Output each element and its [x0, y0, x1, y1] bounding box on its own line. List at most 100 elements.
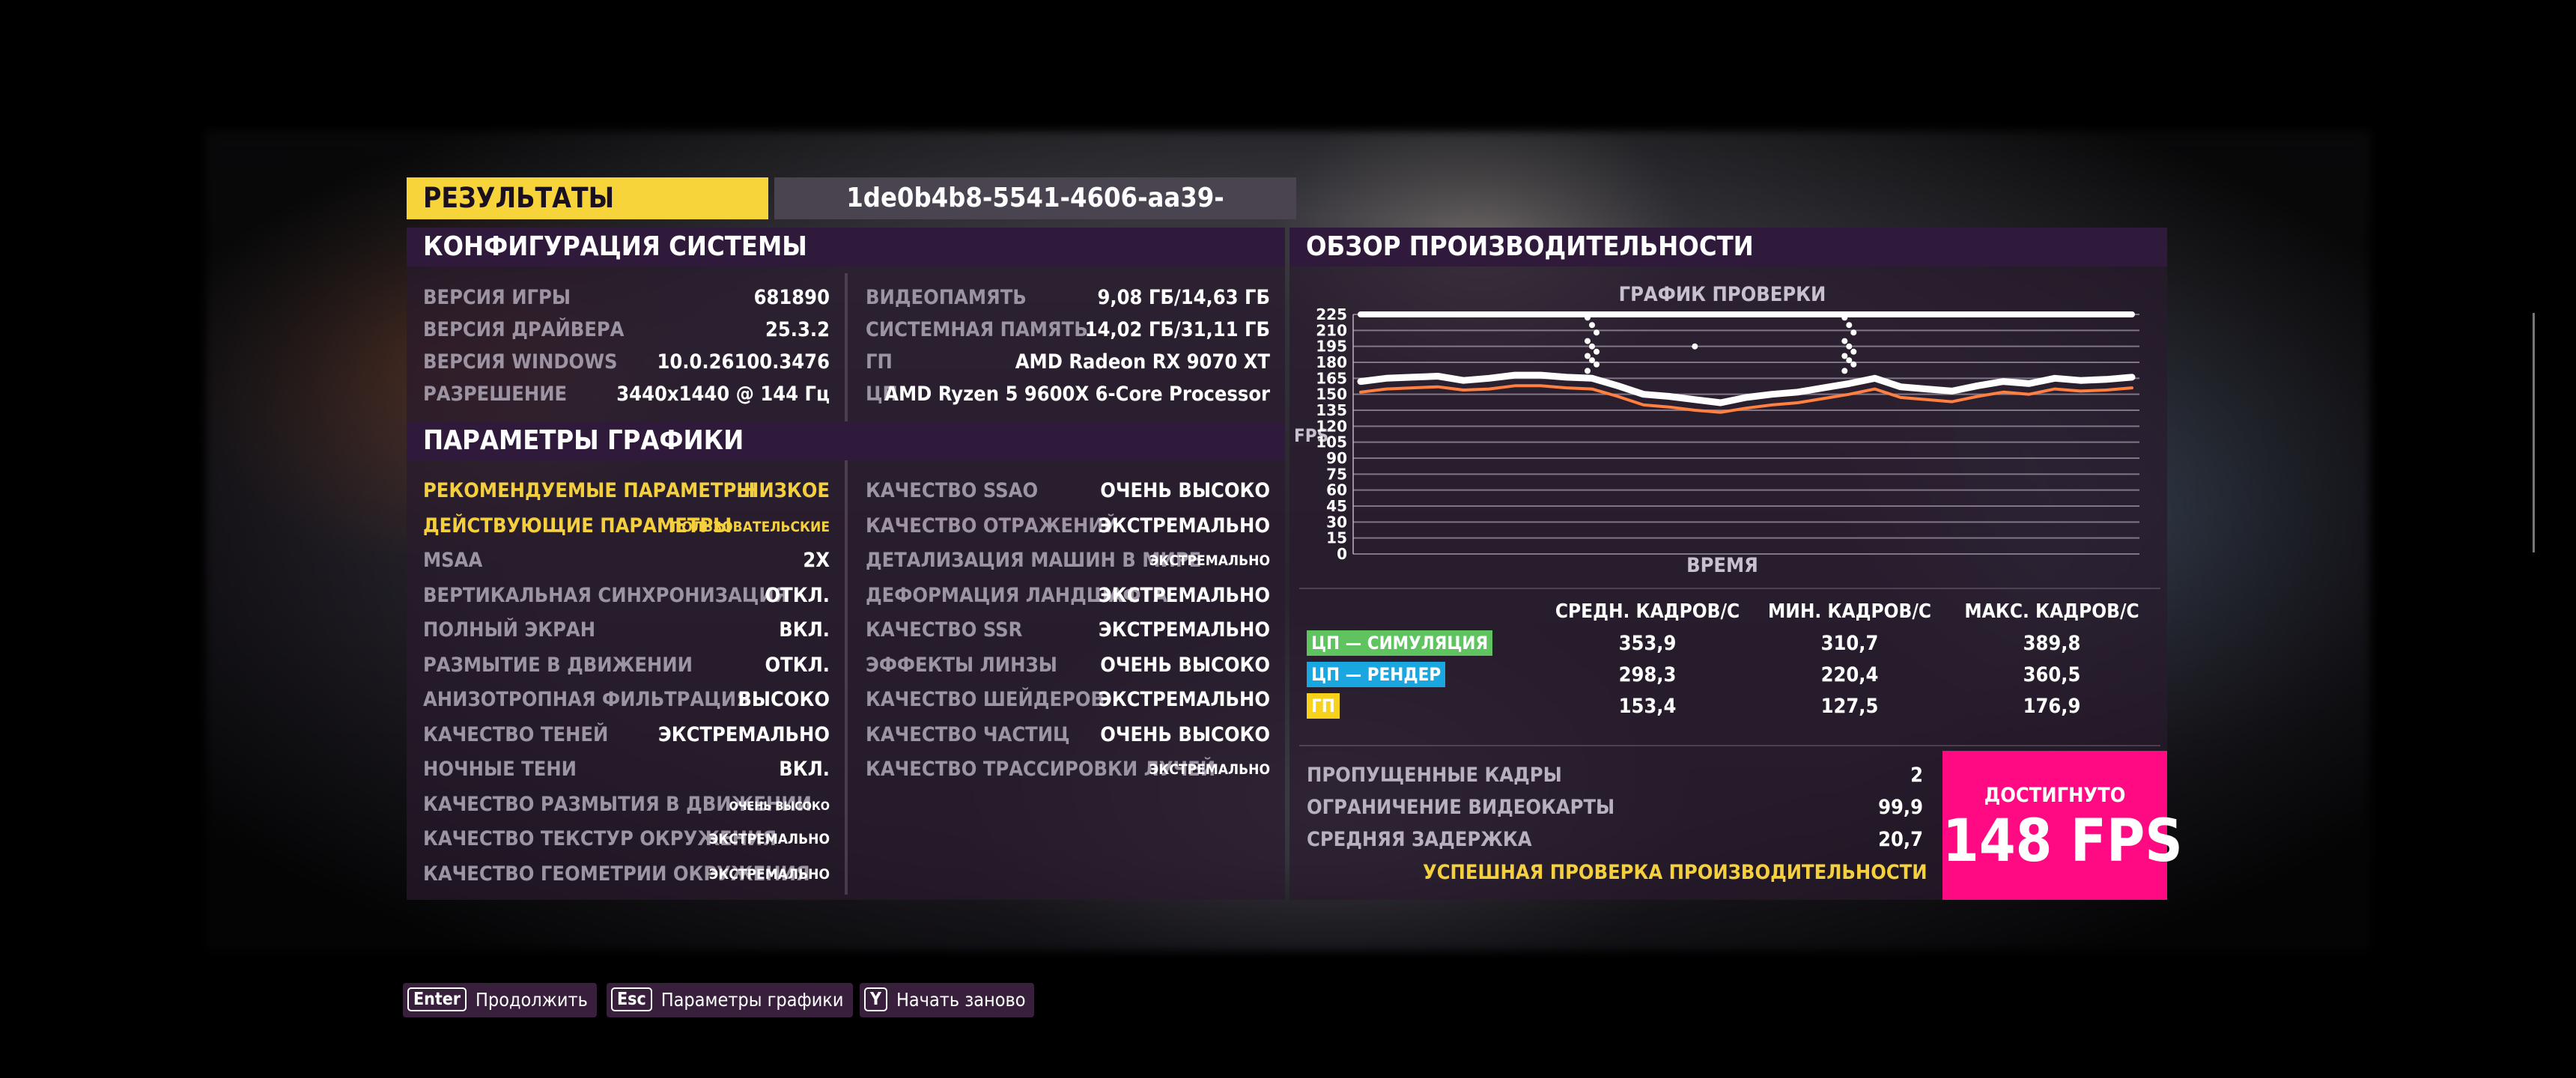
- restart-label: Начать заново: [896, 989, 1026, 1011]
- setting-label: КАЧЕСТВО РАЗМЫТИЯ В ДВИЖЕНИИ: [423, 792, 812, 816]
- y-tick-label: 0: [1337, 545, 1347, 561]
- system-label: СИСТЕМНАЯ ПАМЯТЬ: [866, 318, 1088, 341]
- setting-label: ВЕРТИКАЛЬНАЯ СИНХРОНИЗАЦИЯ: [423, 583, 789, 607]
- setting-label: КАЧЕСТВО ТРАССИРОВКИ ЛУЧЕЙ: [866, 758, 1216, 781]
- series-tag: ЦП — СИМУЛЯЦИЯ: [1307, 630, 1493, 656]
- system-label: ВЕРСИЯ WINDOWS: [423, 350, 618, 374]
- system-label: РАЗРЕШЕНИЕ: [423, 383, 568, 406]
- series-line: [1359, 384, 2133, 414]
- spike-point: [1846, 322, 1853, 329]
- setting-label: КАЧЕСТВО ШЕЙДЕРОВ: [866, 688, 1105, 711]
- y-tick-label: 30: [1326, 513, 1347, 531]
- y-tick-label: 90: [1326, 449, 1347, 467]
- spike-point: [1589, 357, 1595, 364]
- graphics-header: ПАРАМЕТРЫ ГРАФИКИ: [407, 421, 1285, 460]
- y-tick-label: 150: [1316, 386, 1347, 404]
- setting-value: ЭКСТРЕМАЛЬНО: [708, 831, 830, 847]
- graphics-settings-label: Параметры графики: [660, 989, 844, 1011]
- series-line: [1357, 371, 2136, 406]
- setting-label: КАЧЕСТВО ЧАСТИЦ: [866, 722, 1070, 746]
- spike-point: [1850, 348, 1857, 355]
- table-cell: 310,7: [1820, 632, 1879, 655]
- restart-hint[interactable]: Y Начать заново: [860, 983, 1035, 1017]
- setting-label: ПОЛНЫЙ ЭКРАН: [423, 618, 596, 642]
- achieved-box: ДОСТИГНУТО 148 FPS: [1942, 751, 2183, 900]
- setting-label: КАЧЕСТВО ТЕКСТУР ОКРУЖЕНИЯ: [423, 827, 777, 850]
- scrollbar[interactable]: [2533, 313, 2535, 552]
- spike-point: [1594, 348, 1600, 355]
- setting-value: ВКЛ.: [779, 758, 830, 781]
- system-config-header: КОНФИГУРАЦИЯ СИСТЕМЫ: [407, 228, 1285, 267]
- system-value: 14,02 ГБ/31,11 ГБ: [1084, 318, 1270, 341]
- performance-header: ОБЗОР ПРОИЗВОДИТЕЛЬНОСТИ: [1289, 228, 2167, 267]
- setting-label: ДЕЙСТВУЮЩИЕ ПАРАМЕТРЫ: [423, 514, 732, 538]
- continue-hint[interactable]: Enter Продолжить: [403, 983, 597, 1017]
- table-cell: 220,4: [1820, 663, 1879, 686]
- success-text: УСПЕШНАЯ ПРОВЕРКА ПРОИЗВОДИТЕЛЬНОСТИ: [1423, 861, 1928, 884]
- table-cell: 389,8: [2023, 632, 2081, 655]
- setting-value: ЭКСТРЕМАЛЬНО: [1098, 514, 1270, 538]
- setting-value: ОТКЛ.: [765, 653, 830, 677]
- table-cell: 298,3: [1618, 663, 1677, 686]
- stat-label: СРЕДНЯЯ ЗАДЕРЖКА: [1307, 828, 1532, 851]
- y-tick-label: 225: [1316, 305, 1347, 323]
- y-tick-label: 180: [1316, 353, 1347, 371]
- graphics-settings-hint[interactable]: Esc Параметры графики: [607, 983, 853, 1017]
- table-header: СРЕДН. КАДРОВ/С: [1555, 600, 1740, 623]
- setting-label: ДЕТАЛИЗАЦИЯ МАШИН В МИРЕ: [866, 549, 1202, 572]
- system-panel: [407, 228, 1285, 900]
- setting-value: ЭКСТРЕМАЛЬНО: [1098, 688, 1270, 711]
- stat-label: ПРОПУЩЕННЫЕ КАДРЫ: [1307, 764, 1562, 787]
- esc-key: Esc: [611, 987, 652, 1011]
- system-value: 3440x1440 @ 144 Гц: [616, 383, 830, 406]
- y-tick-label: 60: [1326, 481, 1347, 499]
- spike-point: [1585, 368, 1591, 374]
- system-value: AMD Radeon RX 9070 XT: [1015, 350, 1270, 374]
- setting-label: КАЧЕСТВО ТЕНЕЙ: [423, 722, 609, 746]
- series-tag: ГП: [1307, 693, 1340, 719]
- setting-value: ОТКЛ.: [765, 583, 830, 607]
- stat-value: 2: [1910, 764, 1923, 787]
- setting-label: АНИЗОТРОПНАЯ ФИЛЬТРАЦИЯ: [423, 688, 750, 711]
- system-value: 681890: [753, 286, 830, 309]
- spike-point: [1585, 338, 1591, 344]
- setting-label: КАЧЕСТВО ГЕОМЕТРИИ ОКРУЖЕНИЯ: [423, 862, 810, 886]
- y-tick-label: 120: [1316, 417, 1347, 435]
- setting-label: ДЕФОРМАЦИЯ ЛАНДШАФТА: [866, 583, 1167, 607]
- system-label: ЦП: [866, 383, 898, 406]
- spike-point: [1850, 361, 1857, 368]
- setting-label: РЕКОМЕНДУЕМЫЕ ПАРАМЕТРЫ: [423, 479, 756, 502]
- system-value: 9,08 ГБ/14,63 ГБ: [1097, 286, 1270, 309]
- chart-title: ГРАФИК ПРОВЕРКИ: [1618, 283, 1826, 306]
- setting-label: РАЗМЫТИЕ В ДВИЖЕНИИ: [423, 653, 693, 677]
- y-tick-label: 210: [1316, 321, 1347, 339]
- system-label: ВЕРСИЯ ДРАЙВЕРА: [423, 318, 625, 341]
- spike-point: [1841, 314, 1848, 321]
- spike-point: [1841, 368, 1848, 374]
- spike-point: [1850, 329, 1857, 336]
- stat-value: 99,9: [1878, 796, 1923, 819]
- stat-label: ОГРАНИЧЕНИЕ ВИДЕОКАРТЫ: [1307, 796, 1615, 819]
- setting-value: ПОЛЬЗОВАТЕЛЬСКИЕ: [670, 518, 830, 535]
- setting-value: ВЫСОКО: [738, 688, 830, 711]
- y-tick-label: 165: [1316, 369, 1347, 387]
- setting-value: ОЧЕНЬ ВЫСОКО: [1100, 722, 1270, 746]
- table-header: МИН. КАДРОВ/С: [1767, 600, 1932, 623]
- y-tick-label: 15: [1326, 529, 1347, 547]
- spike-point: [1585, 353, 1591, 359]
- table-cell: 176,9: [2023, 695, 2081, 718]
- setting-label: КАЧЕСТВО ОТРАЖЕНИЙ: [866, 514, 1120, 538]
- setting-label: MSAA: [423, 549, 483, 572]
- y-tick-label: 105: [1316, 433, 1347, 451]
- spike-point: [1841, 338, 1848, 344]
- setting-value: ЭКСТРЕМАЛЬНО: [1098, 583, 1270, 607]
- setting-value: ЭКСТРЕМАЛЬНО: [1098, 618, 1270, 642]
- setting-value: ОЧЕНЬ ВЫСОКО: [729, 798, 830, 813]
- spike-point: [1589, 343, 1595, 350]
- table-header: МАКС. КАДРОВ/С: [1964, 600, 2139, 623]
- spike-point: [1841, 353, 1848, 359]
- spike-point: [1846, 343, 1853, 350]
- y-key: Y: [864, 987, 887, 1011]
